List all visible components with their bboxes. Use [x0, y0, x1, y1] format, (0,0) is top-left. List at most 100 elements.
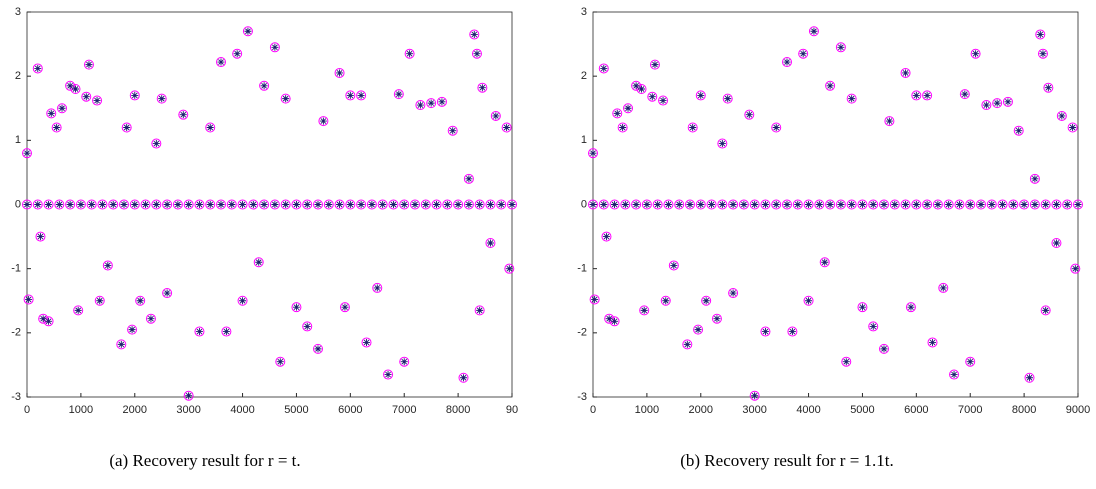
- original-point: [643, 201, 651, 208]
- recovered-point: [232, 48, 243, 59]
- recovered-point: [463, 173, 474, 184]
- recovered-point: [70, 84, 81, 94]
- recovered-point: [803, 199, 814, 210]
- original-point: [508, 201, 516, 208]
- original-point: [751, 392, 759, 400]
- recovered-point: [463, 199, 474, 210]
- original-point: [821, 258, 829, 266]
- recovered-point: [1051, 238, 1062, 248]
- original-point: [1015, 127, 1023, 135]
- recovered-point: [205, 199, 216, 210]
- recovered-point: [1040, 305, 1051, 316]
- recovered-point: [857, 199, 868, 210]
- recovered-point: [474, 199, 485, 210]
- recovered-point: [356, 90, 367, 101]
- recovered-point: [1062, 199, 1073, 210]
- recovered-point: [954, 199, 965, 210]
- recovered-point: [1029, 199, 1040, 210]
- original-point: [837, 43, 845, 51]
- original-point: [640, 306, 648, 314]
- original-point: [885, 117, 893, 125]
- original-point: [999, 201, 1007, 208]
- original-point: [697, 91, 705, 99]
- original-point: [217, 58, 225, 66]
- recovered-point: [889, 199, 900, 210]
- plot-area: [26, 11, 513, 398]
- y-tick-label: 3: [581, 6, 587, 18]
- recovered-point: [620, 199, 631, 210]
- recovered-point: [259, 80, 270, 91]
- recovered-point: [172, 199, 183, 210]
- original-point: [945, 201, 953, 208]
- recovered-point: [151, 199, 162, 210]
- recovered-point: [965, 199, 976, 210]
- recovered-point: [1037, 48, 1048, 59]
- recovered-point: [318, 116, 329, 127]
- original-point: [1063, 201, 1071, 208]
- original-point: [602, 233, 610, 241]
- original-point: [384, 371, 392, 379]
- original-point: [416, 101, 424, 109]
- recovered-point: [835, 42, 846, 53]
- original-point: [648, 93, 656, 101]
- original-point: [276, 358, 284, 366]
- original-point: [772, 201, 780, 208]
- original-point: [336, 201, 344, 208]
- recovered-point: [216, 199, 226, 210]
- recovered-point: [846, 199, 857, 210]
- recovered-point: [323, 199, 334, 210]
- x-tick-label: 90: [506, 404, 518, 416]
- original-point: [109, 201, 117, 208]
- recovered-point: [194, 199, 205, 210]
- recovered-point: [738, 199, 749, 210]
- original-point: [1052, 201, 1060, 208]
- original-point: [772, 124, 780, 131]
- recovered-point: [598, 63, 609, 74]
- original-point: [206, 201, 214, 208]
- recovered-point: [884, 116, 895, 127]
- recovered-point: [631, 199, 642, 210]
- recovered-point: [183, 390, 194, 401]
- original-point: [675, 201, 683, 208]
- original-point: [848, 95, 856, 103]
- recovered-point: [808, 26, 819, 37]
- original-point: [972, 50, 980, 58]
- recovered-point: [108, 199, 119, 210]
- recovered-point: [471, 48, 482, 59]
- recovered-point: [291, 199, 302, 210]
- original-point: [206, 124, 214, 131]
- recovered-point: [383, 369, 394, 380]
- recovered-point: [846, 93, 857, 104]
- recovered-point: [280, 199, 291, 210]
- recovered-point: [1070, 263, 1081, 274]
- x-tick-label: 5000: [284, 404, 308, 416]
- x-tick-label: 7000: [958, 404, 982, 416]
- original-point: [751, 201, 759, 208]
- caption: (a) Recovery result for r = t.: [109, 451, 300, 470]
- original-point: [815, 201, 823, 208]
- recovered-point: [717, 138, 728, 149]
- y-tick-label: 0: [15, 198, 21, 210]
- original-point: [670, 261, 678, 269]
- recovered-point: [75, 199, 86, 210]
- recovered-point: [636, 84, 647, 94]
- recovered-point: [771, 199, 782, 210]
- original-point: [325, 201, 333, 208]
- original-point: [66, 201, 74, 208]
- original-point: [478, 84, 486, 92]
- recovered-point: [1043, 82, 1054, 93]
- recovered-point: [588, 148, 598, 159]
- original-point: [249, 201, 257, 208]
- recovered-point: [639, 305, 650, 316]
- recovered-point: [728, 199, 739, 210]
- recovered-point: [32, 199, 43, 210]
- recovered-point: [674, 199, 685, 210]
- original-point: [1031, 175, 1039, 183]
- original-point: [729, 289, 737, 297]
- original-point: [228, 201, 236, 208]
- recovered-point: [436, 96, 447, 107]
- original-point: [1026, 374, 1033, 382]
- recovered-point: [469, 29, 480, 40]
- original-point: [761, 328, 769, 336]
- recovered-point: [771, 122, 782, 133]
